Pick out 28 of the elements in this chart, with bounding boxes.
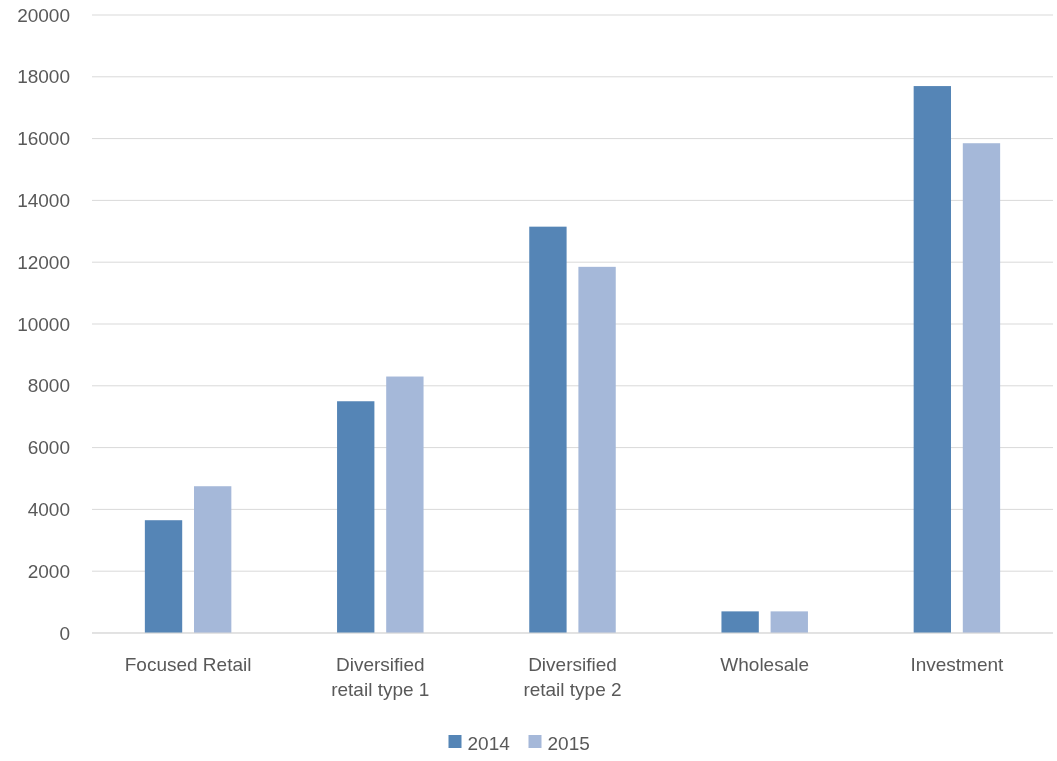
bar [194, 486, 232, 633]
y-tick-label: 4000 [27, 499, 70, 521]
y-tick-label: 0 [59, 622, 70, 644]
x-tick-label: Diversified retail type 2 [523, 654, 622, 700]
legend-label: 2014 [467, 732, 511, 754]
bar [529, 226, 567, 633]
x-tick-label: Focused Retail [124, 654, 252, 675]
x-tick-label: Investment [910, 654, 1005, 675]
y-tick-label: 10000 [17, 313, 70, 335]
x-tick-label: Wholesale [720, 654, 810, 675]
bar [578, 266, 616, 633]
y-tick-label: 12000 [17, 251, 70, 273]
y-tick-label: 20000 [17, 4, 70, 26]
bar [721, 611, 759, 633]
bar [337, 401, 375, 633]
y-tick-label: 16000 [17, 128, 70, 150]
y-tick-label: 18000 [17, 66, 70, 88]
bar [144, 520, 183, 633]
legend-label: 2015 [547, 732, 590, 754]
y-tick-label: 2000 [27, 560, 70, 582]
y-tick-label: 8000 [27, 375, 70, 397]
y-tick-label: 14000 [17, 190, 70, 212]
bar [962, 143, 1001, 633]
bar [386, 376, 424, 633]
x-tick-label: Diversified retail type 1 [331, 654, 430, 700]
bar [913, 86, 951, 633]
bar [770, 611, 808, 633]
y-tick-label: 6000 [27, 437, 70, 459]
